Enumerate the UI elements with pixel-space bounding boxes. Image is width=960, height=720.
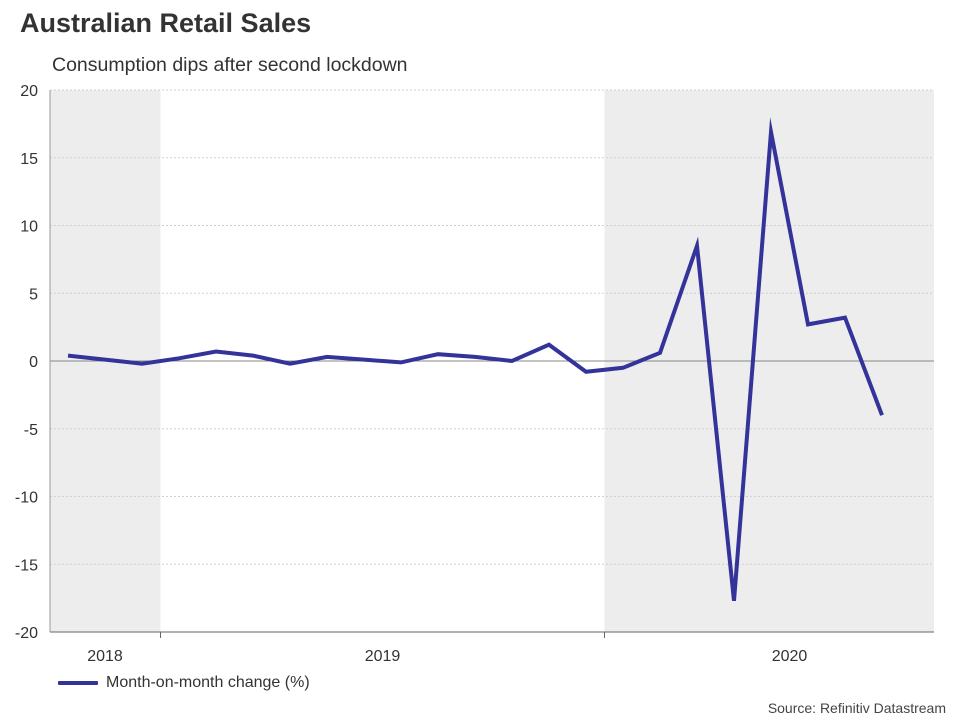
x-tick-label: 2020: [772, 648, 808, 665]
chart-subtitle: Consumption dips after second lockdown: [52, 54, 408, 76]
x-tick-label: 2018: [87, 648, 123, 665]
y-axis-ticks: 20 15 10 5 0 -5 -10 -15 -20: [15, 83, 38, 642]
x-tick-label: 2019: [365, 648, 401, 665]
y-tick-label: 15: [20, 151, 38, 168]
series-layer: [67, 117, 884, 602]
y-tick-label: -20: [15, 625, 38, 642]
legend-swatch: [58, 681, 98, 685]
y-tick-label: -5: [24, 422, 38, 439]
y-tick-label: 20: [20, 83, 38, 100]
gridlines: [50, 89, 934, 565]
chart-title: Australian Retail Sales: [20, 8, 312, 38]
y-tick-label: -10: [15, 490, 38, 507]
y-tick-label: 5: [29, 286, 38, 303]
legend: Month-on-month change (%): [58, 674, 310, 692]
x-axis: 2018 2019 2020: [49, 90, 934, 665]
y-tick-label: 10: [20, 219, 38, 236]
y-tick-label: 0: [29, 354, 38, 371]
legend-label: Month-on-month change (%): [106, 674, 310, 691]
y-tick-label: -15: [15, 557, 38, 574]
source-note: Source: Refinitiv Datastream: [767, 700, 946, 716]
series-line: [67, 117, 884, 602]
